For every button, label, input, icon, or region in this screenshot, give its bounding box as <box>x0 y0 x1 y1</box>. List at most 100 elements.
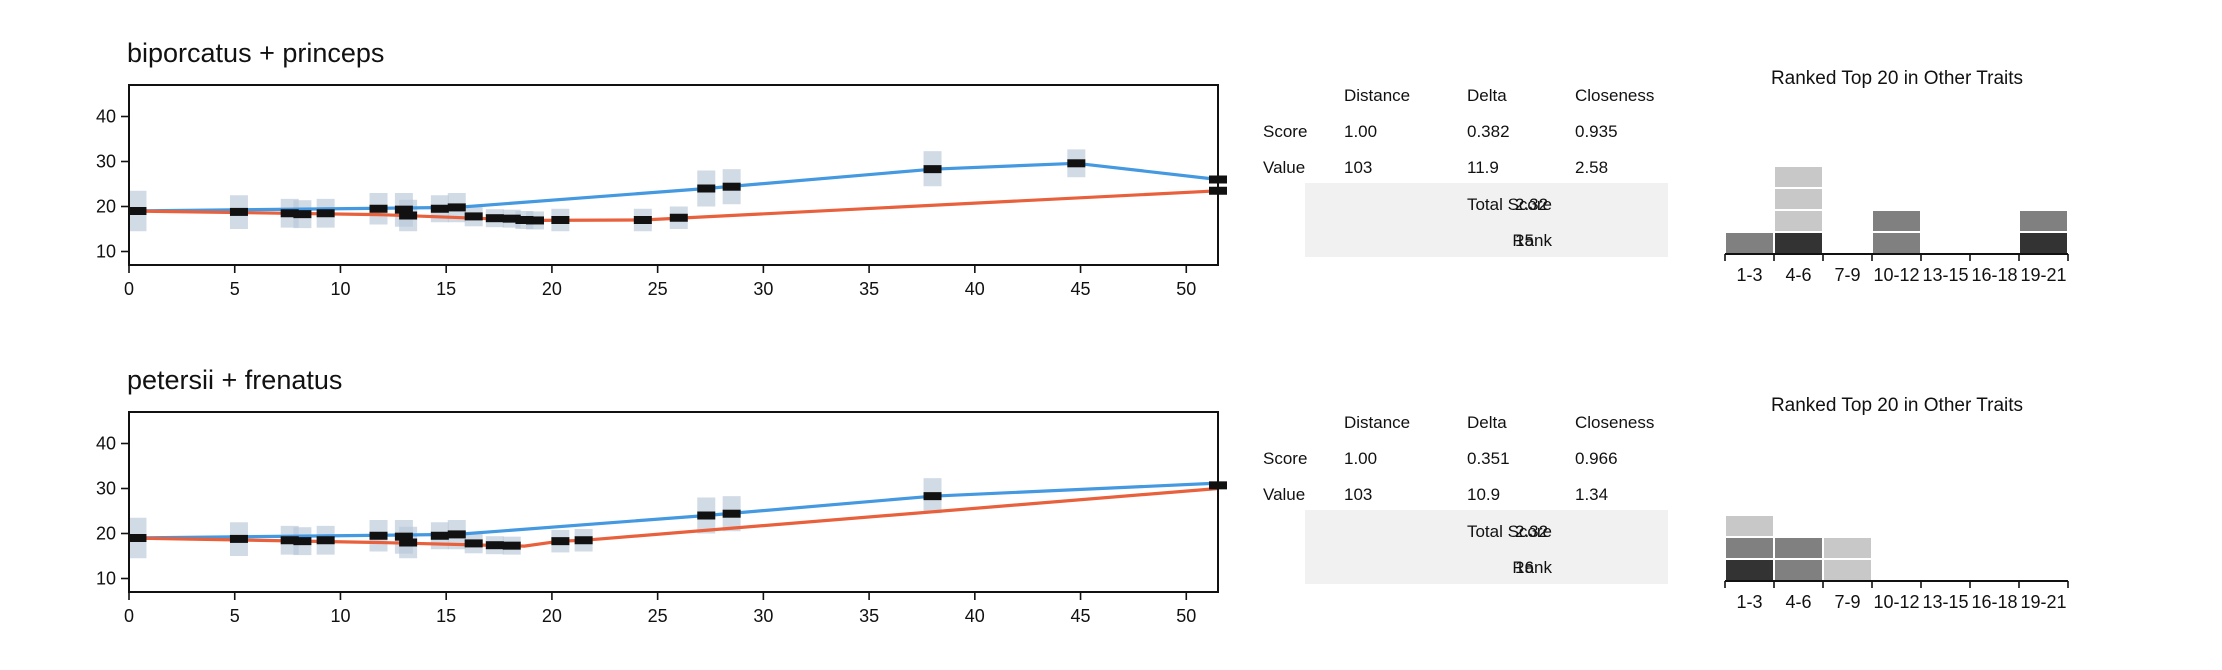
histogram-title: Ranked Top 20 in Other Traits <box>1771 68 2023 89</box>
histogram-title: Ranked Top 20 in Other Traits <box>1771 395 2023 416</box>
data-point-marker <box>369 204 388 213</box>
column-header-distance: Distance <box>1344 86 1411 105</box>
rank-histogram: Ranked Top 20 in Other Traits 1-3 4-6 7-9 10… <box>1724 395 2069 612</box>
data-point-marker <box>293 210 312 219</box>
data-point-marker <box>430 204 449 213</box>
value-distance: 103 <box>1344 485 1373 504</box>
data-point-marker <box>399 538 418 547</box>
x-tick-label: 10 <box>330 606 350 626</box>
data-point-marker <box>485 214 504 223</box>
histogram-segment <box>1775 233 1822 253</box>
data-point-marker <box>394 532 413 541</box>
histogram-category-label: 4-6 <box>1785 265 1811 285</box>
data-point-marker <box>722 182 741 191</box>
rank-value: 16 <box>1515 558 1534 577</box>
data-point-marker <box>1067 159 1086 168</box>
x-tick-label: 45 <box>1071 279 1091 299</box>
histogram-category-label: 16-18 <box>1971 265 2017 285</box>
score-closeness: 0.935 <box>1575 122 1618 141</box>
x-tick-label: 45 <box>1071 606 1091 626</box>
x-tick-label: 15 <box>436 606 456 626</box>
data-point-marker <box>399 211 418 220</box>
x-tick-label: 0 <box>124 606 134 626</box>
x-tick-label: 40 <box>965 279 985 299</box>
histogram-category-label: 19-21 <box>2020 592 2066 612</box>
value-distance: 103 <box>1344 158 1373 177</box>
histogram-segment <box>1873 233 1920 253</box>
column-header-closeness: Closeness <box>1575 413 1655 432</box>
data-point-marker <box>229 207 248 216</box>
total-score-value: 2.32 <box>1515 522 1549 541</box>
y-tick-label: 40 <box>96 434 116 454</box>
row-label-value: Value <box>1263 158 1306 177</box>
data-point-marker <box>697 184 716 193</box>
histogram-category-label: 13-15 <box>1922 265 1968 285</box>
rank-histogram: Ranked Top 20 in Other Traits 1-3 4-6 7-9 10… <box>1724 68 2069 285</box>
series-line <box>128 486 1219 548</box>
histogram-category-label: 1-3 <box>1736 265 1762 285</box>
comparison-panel: biporcatus + princeps 10 20 30 40 0 5 10 15 20 25… <box>0 0 2222 330</box>
histogram-segment <box>1726 516 1773 536</box>
data-point-marker <box>502 214 521 223</box>
histogram-category-label: 7-9 <box>1834 265 1860 285</box>
data-point-marker <box>464 212 483 221</box>
data-point-marker <box>923 492 942 501</box>
column-header-delta: Delta <box>1467 413 1507 432</box>
data-point-marker <box>923 165 942 174</box>
score-distance: 1.00 <box>1344 122 1378 141</box>
totals-box <box>1305 510 1668 584</box>
value-closeness: 1.34 <box>1575 485 1609 504</box>
x-tick-label: 50 <box>1176 279 1196 299</box>
histogram-segment <box>2020 211 2067 231</box>
total-score-label: Total Score <box>1466 195 1552 214</box>
x-tick-label: 35 <box>859 606 879 626</box>
row-label-score: Score <box>1263 122 1308 141</box>
line-chart: 10 20 30 40 0 5 10 15 20 25 30 35 40 45 50 <box>96 411 1227 626</box>
plot-frame <box>128 411 1219 593</box>
data-point-marker <box>316 536 335 545</box>
data-point-marker <box>280 536 299 545</box>
data-point-marker <box>722 509 741 518</box>
x-tick-label: 40 <box>965 606 985 626</box>
data-point-marker <box>551 216 570 224</box>
x-tick-label: 10 <box>330 279 350 299</box>
score-delta: 0.351 <box>1467 449 1510 468</box>
data-point-marker <box>515 216 534 224</box>
x-tick-label: 5 <box>230 606 240 626</box>
histogram-segment <box>1824 538 1871 558</box>
y-tick-label: 30 <box>96 152 116 172</box>
data-point-marker <box>669 213 688 222</box>
data-point-marker <box>697 511 716 520</box>
y-tick-label: 30 <box>96 479 116 499</box>
histogram-category-label: 7-9 <box>1834 592 1860 612</box>
column-header-closeness: Closeness <box>1575 86 1655 105</box>
x-tick-label: 5 <box>230 279 240 299</box>
data-point-marker <box>574 536 593 545</box>
x-tick-label: 35 <box>859 279 879 299</box>
histogram-category-label: 1-3 <box>1736 592 1762 612</box>
x-tick-label: 20 <box>542 606 562 626</box>
value-closeness: 2.58 <box>1575 158 1609 177</box>
score-distance: 1.00 <box>1344 449 1378 468</box>
x-tick-label: 25 <box>648 606 668 626</box>
comparison-panel: petersii + frenatus 10 20 30 40 0 5 10 15 20 25 30… <box>0 327 2222 657</box>
histogram-segment <box>1775 211 1822 231</box>
rank-value: 15 <box>1515 231 1534 250</box>
x-tick-label: 30 <box>753 606 773 626</box>
x-tick-label: 50 <box>1176 606 1196 626</box>
stats-table: Distance Delta Closeness Score 1.00 0.38… <box>1245 0 1705 330</box>
histogram-category-label: 10-12 <box>1873 592 1919 612</box>
histogram-segment <box>1726 560 1773 580</box>
histogram-segment <box>1775 538 1822 558</box>
x-tick-label: 15 <box>436 279 456 299</box>
histogram-category-label: 19-21 <box>2020 265 2066 285</box>
data-point-marker <box>229 534 248 543</box>
rank-label: Rank <box>1512 231 1552 250</box>
y-tick-label: 20 <box>96 524 116 544</box>
value-delta: 10.9 <box>1467 485 1501 504</box>
totals-box <box>1305 183 1668 257</box>
data-point-marker <box>502 541 521 550</box>
x-tick-label: 25 <box>648 279 668 299</box>
data-point-marker <box>293 537 312 546</box>
histogram-segment <box>1775 167 1822 187</box>
